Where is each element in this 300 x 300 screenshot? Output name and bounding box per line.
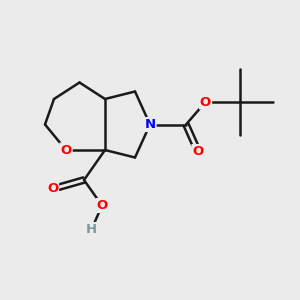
Text: O: O: [47, 182, 58, 196]
Text: O: O: [200, 95, 211, 109]
Text: O: O: [192, 145, 204, 158]
Text: O: O: [60, 143, 72, 157]
Text: H: H: [86, 223, 97, 236]
Text: O: O: [96, 199, 108, 212]
Text: N: N: [144, 118, 156, 131]
